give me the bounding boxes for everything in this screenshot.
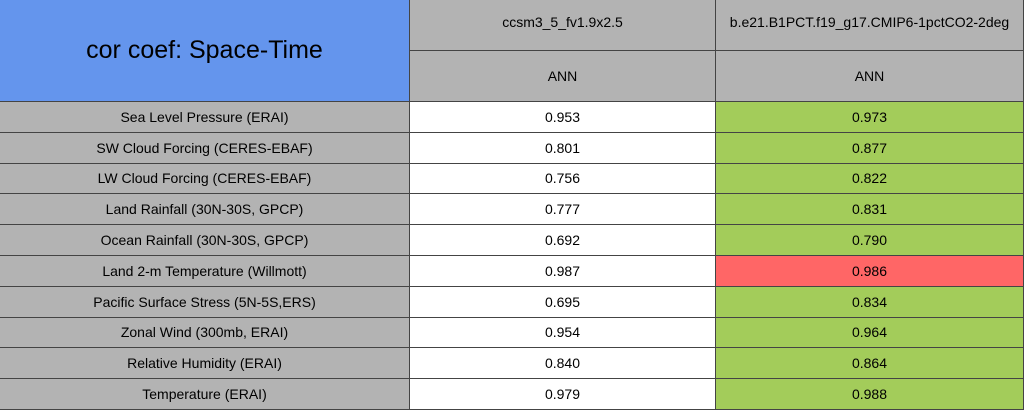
row-label-text: Sea Level Pressure (ERAI) xyxy=(120,108,289,125)
value-cell-text: 0.801 xyxy=(544,139,581,156)
column-header-text: b.e21.B1PCT.f19_g17.CMIP6-1pctCO2-2deg xyxy=(729,14,1010,30)
value-cell: 0.777 xyxy=(410,194,716,226)
table-title-text: cor coef: Space-Time xyxy=(86,36,323,64)
value-cell: 0.834 xyxy=(716,286,1024,318)
value-cell-text: 0.777 xyxy=(544,201,581,218)
table-title: cor coef: Space-Time xyxy=(0,0,410,102)
column-header: ccsm3_5_fv1.9x2.5 xyxy=(410,0,716,51)
row-label: Ocean Rainfall (30N-30S, GPCP) xyxy=(0,225,410,256)
row-label-text: Pacific Surface Stress (5N-5S,ERS) xyxy=(93,293,316,310)
column-subheader-text: ANN xyxy=(854,68,885,84)
row-label: Sea Level Pressure (ERAI) xyxy=(0,102,410,133)
value-cell: 0.801 xyxy=(410,132,716,164)
value-cell-text: 0.692 xyxy=(544,232,581,249)
value-cell-text: 0.834 xyxy=(851,293,888,310)
value-cell-text: 0.790 xyxy=(851,232,888,249)
value-cell-text: 0.953 xyxy=(544,108,581,125)
value-cell-text: 0.988 xyxy=(851,386,888,403)
row-label-text: Land Rainfall (30N-30S, GPCP) xyxy=(105,201,304,218)
value-cell-text: 0.964 xyxy=(851,324,888,341)
value-cell-text: 0.986 xyxy=(851,262,888,279)
value-cell: 0.831 xyxy=(716,194,1024,226)
value-cell: 0.692 xyxy=(410,225,716,256)
row-label-text: Temperature (ERAI) xyxy=(142,386,267,403)
row-label-text: Ocean Rainfall (30N-30S, GPCP) xyxy=(100,232,309,249)
row-label-text: SW Cloud Forcing (CERES-EBAF) xyxy=(96,139,313,156)
value-cell: 0.954 xyxy=(410,317,716,349)
row-label: Land Rainfall (30N-30S, GPCP) xyxy=(0,194,410,226)
value-cell-text: 0.877 xyxy=(851,139,888,156)
row-label: LW Cloud Forcing (CERES-EBAF) xyxy=(0,163,410,195)
value-cell-text: 0.756 xyxy=(544,170,581,187)
column-header: b.e21.B1PCT.f19_g17.CMIP6-1pctCO2-2deg xyxy=(716,0,1024,51)
value-cell-text: 0.822 xyxy=(851,170,888,187)
value-cell: 0.973 xyxy=(716,102,1024,133)
value-cell: 0.756 xyxy=(410,163,716,195)
value-cell: 0.877 xyxy=(716,132,1024,164)
value-cell-text: 0.973 xyxy=(851,108,888,125)
value-cell-text: 0.979 xyxy=(544,386,581,403)
value-cell: 0.953 xyxy=(410,102,716,133)
value-cell: 0.822 xyxy=(716,163,1024,195)
value-cell: 0.979 xyxy=(410,379,716,410)
row-label: SW Cloud Forcing (CERES-EBAF) xyxy=(0,132,410,164)
column-subheader: ANN xyxy=(716,51,1024,102)
value-cell: 0.695 xyxy=(410,286,716,318)
value-cell-text: 0.840 xyxy=(544,355,581,372)
row-label: Relative Humidity (ERAI) xyxy=(0,348,410,380)
column-subheader-text: ANN xyxy=(547,68,578,84)
column-subheader: ANN xyxy=(410,51,716,102)
value-cell-text: 0.987 xyxy=(544,262,581,279)
row-label-text: LW Cloud Forcing (CERES-EBAF) xyxy=(97,170,312,187)
value-cell: 0.964 xyxy=(716,317,1024,349)
value-cell-text: 0.864 xyxy=(851,355,888,372)
value-cell: 0.840 xyxy=(410,348,716,380)
row-label: Pacific Surface Stress (5N-5S,ERS) xyxy=(0,286,410,318)
row-label: Zonal Wind (300mb, ERAI) xyxy=(0,317,410,349)
value-cell: 0.864 xyxy=(716,348,1024,380)
value-cell-text: 0.695 xyxy=(544,293,581,310)
value-cell: 0.790 xyxy=(716,225,1024,256)
row-label-text: Zonal Wind (300mb, ERAI) xyxy=(120,324,289,341)
value-cell: 0.987 xyxy=(410,256,716,287)
value-cell: 0.986 xyxy=(716,256,1024,287)
value-cell-text: 0.831 xyxy=(851,201,888,218)
value-cell: 0.988 xyxy=(716,379,1024,410)
row-label: Land 2-m Temperature (Willmott) xyxy=(0,256,410,287)
value-cell-text: 0.954 xyxy=(544,324,581,341)
row-label-text: Relative Humidity (ERAI) xyxy=(127,355,282,372)
row-label-text: Land 2-m Temperature (Willmott) xyxy=(102,262,307,279)
column-header-text: ccsm3_5_fv1.9x2.5 xyxy=(502,14,623,30)
row-label: Temperature (ERAI) xyxy=(0,379,410,410)
